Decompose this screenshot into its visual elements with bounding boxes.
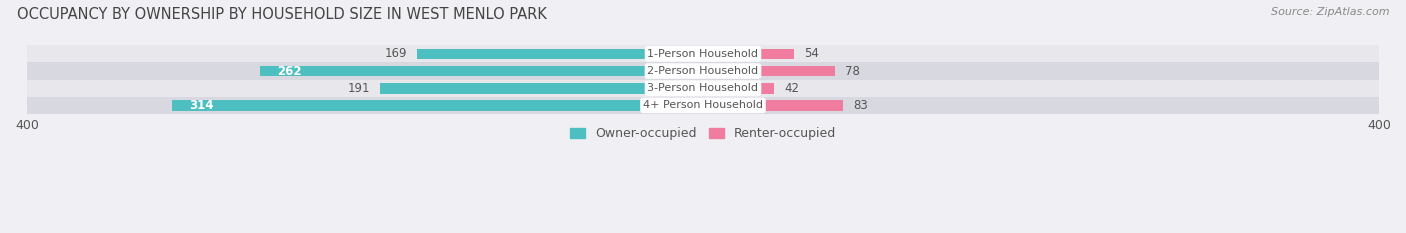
Bar xyxy=(418,48,703,59)
Bar xyxy=(27,80,1379,97)
Bar xyxy=(703,100,844,111)
Legend: Owner-occupied, Renter-occupied: Owner-occupied, Renter-occupied xyxy=(565,122,841,145)
Text: 83: 83 xyxy=(853,99,868,112)
Text: 191: 191 xyxy=(347,82,370,95)
Bar xyxy=(703,83,773,93)
Text: 54: 54 xyxy=(804,47,820,60)
Text: 262: 262 xyxy=(277,65,301,78)
Bar xyxy=(27,45,1379,62)
Text: 1-Person Household: 1-Person Household xyxy=(648,49,758,59)
Bar xyxy=(260,66,703,76)
Bar xyxy=(27,62,1379,80)
Bar xyxy=(27,97,1379,114)
Text: 2-Person Household: 2-Person Household xyxy=(647,66,759,76)
Text: 314: 314 xyxy=(190,99,214,112)
Text: 4+ Person Household: 4+ Person Household xyxy=(643,100,763,110)
Text: 3-Person Household: 3-Person Household xyxy=(648,83,758,93)
Bar xyxy=(380,83,703,93)
Text: 78: 78 xyxy=(845,65,860,78)
Text: Source: ZipAtlas.com: Source: ZipAtlas.com xyxy=(1271,7,1389,17)
Bar xyxy=(703,48,794,59)
Text: 42: 42 xyxy=(785,82,799,95)
Text: 169: 169 xyxy=(385,47,408,60)
Bar xyxy=(703,66,835,76)
Bar xyxy=(173,100,703,111)
Text: OCCUPANCY BY OWNERSHIP BY HOUSEHOLD SIZE IN WEST MENLO PARK: OCCUPANCY BY OWNERSHIP BY HOUSEHOLD SIZE… xyxy=(17,7,547,22)
